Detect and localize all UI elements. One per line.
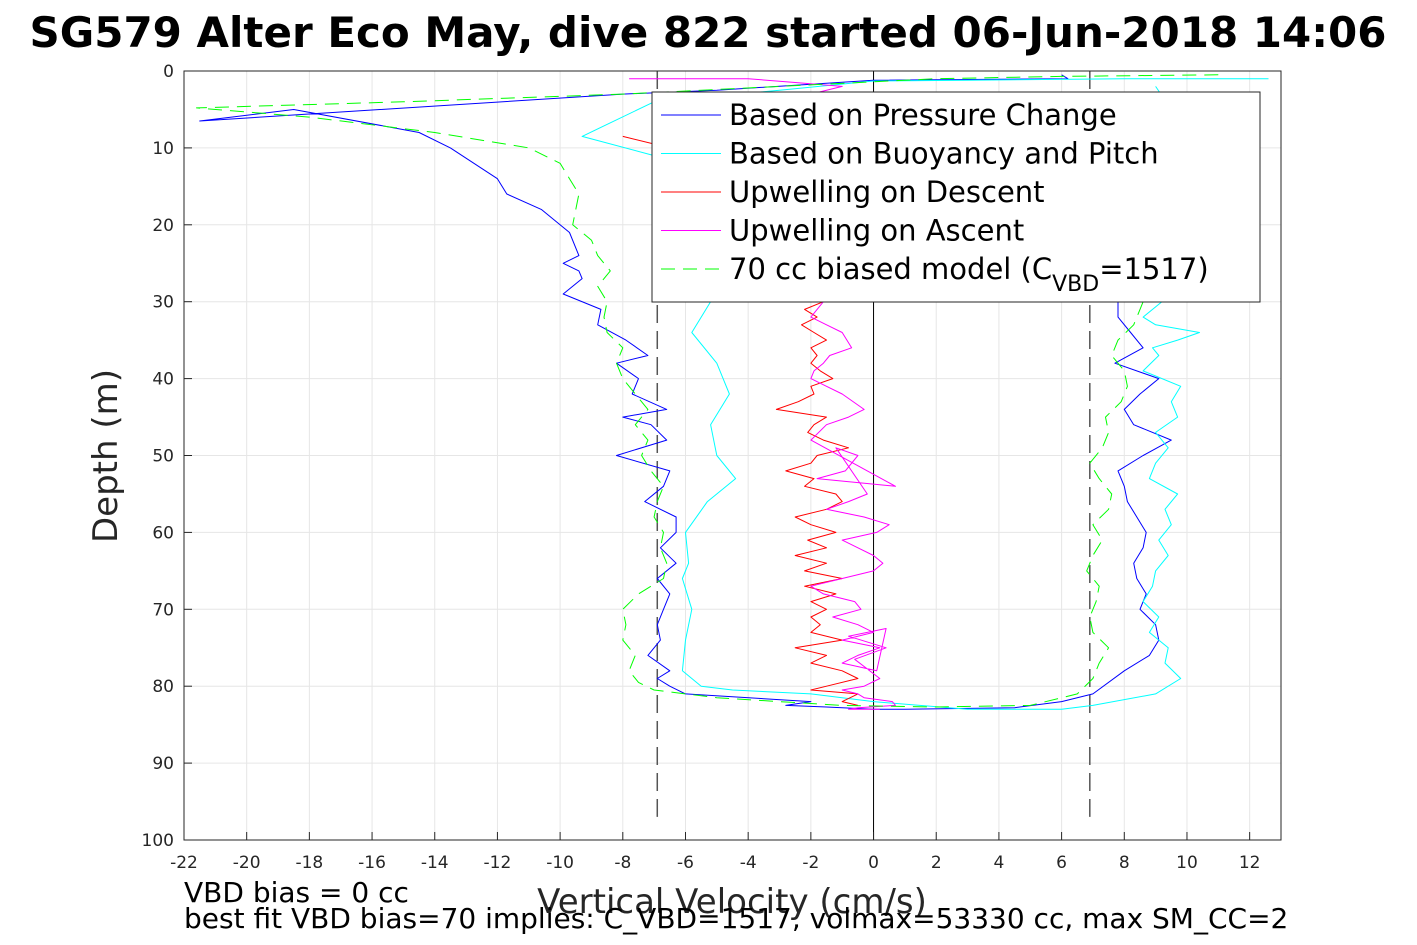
y-tick-label: 40 (152, 370, 174, 390)
y-tick-label: 0 (163, 62, 174, 82)
series-line-70-cc-biased-model-c-vbd-1517 (196, 74, 1219, 708)
y-tick-label: 10 (152, 139, 174, 159)
x-tick-label: -8 (614, 853, 631, 873)
x-tick-label: -12 (484, 853, 512, 873)
x-tick-label: 4 (994, 853, 1005, 873)
legend-label: Based on Buoyancy and Pitch (729, 137, 1159, 171)
y-tick-label: 90 (152, 754, 174, 774)
y-axis-label: Depth (m) (86, 369, 126, 543)
y-tick-label: 30 (152, 293, 174, 313)
x-tick-label: -4 (740, 853, 757, 873)
x-tick-label: -10 (546, 853, 574, 873)
x-tick-label: 10 (1176, 853, 1198, 873)
y-axis-ticks: 0 10 20 30 40 50 60 70 80 90 100 (142, 62, 192, 851)
x-tick-label: 8 (1119, 853, 1130, 873)
y-tick-label: 100 (142, 831, 174, 851)
y-tick-label: 70 (152, 600, 174, 620)
legend-label: Upwelling on Ascent (729, 214, 1024, 248)
legend-box (651, 91, 1261, 303)
legend: Based on Pressure Change Based on Buoyanc… (651, 91, 1261, 303)
x-axis-ticks: -22 -20 -18 -16 -14 -12 -10 -8 -6 -4 -2 0 2 4 6 8 10 12 (170, 832, 1260, 873)
x-axis-label: Vertical Velocity (cm/s) (537, 882, 927, 922)
legend-label: 70 cc biased model (CVBD=1517) (729, 252, 1209, 297)
legend-label-subscript: VBD (1052, 272, 1099, 297)
annotation-vbd-bias: VBD bias = 0 cc (184, 876, 409, 909)
legend-label: Based on Pressure Change (729, 98, 1117, 132)
series-line-upwelling-on-ascent (629, 78, 896, 710)
legend-label-main: 70 cc biased model (C (729, 252, 1052, 286)
y-tick-label: 20 (152, 216, 174, 236)
x-tick-label: -18 (295, 853, 323, 873)
series-line-upwelling-on-descent (622, 135, 859, 706)
x-tick-label: 2 (931, 853, 942, 873)
legend-label-tail: =1517) (1099, 252, 1208, 286)
y-tick-label: 80 (152, 677, 174, 697)
x-tick-label: -20 (233, 853, 261, 873)
plot-area (196, 74, 1269, 710)
x-tick-label: -2 (802, 853, 819, 873)
x-tick-label: -22 (170, 853, 198, 873)
y-tick-label: 50 (152, 447, 174, 467)
x-tick-label: -14 (421, 853, 449, 873)
x-tick-label: 12 (1239, 853, 1261, 873)
chart-title: SG579 Alter Eco May, dive 822 started 06… (30, 8, 1387, 57)
x-tick-label: -6 (677, 853, 694, 873)
x-tick-label: -16 (358, 853, 386, 873)
x-tick-label: 0 (868, 853, 879, 873)
series-line-based-on-pressure-change (199, 74, 1172, 710)
y-tick-label: 60 (152, 523, 174, 543)
annotation-best-fit: best fit VBD bias=70 implies: C_VBD=1517… (184, 902, 1288, 935)
legend-label: Upwelling on Descent (729, 175, 1045, 209)
x-tick-label: 6 (1056, 853, 1067, 873)
